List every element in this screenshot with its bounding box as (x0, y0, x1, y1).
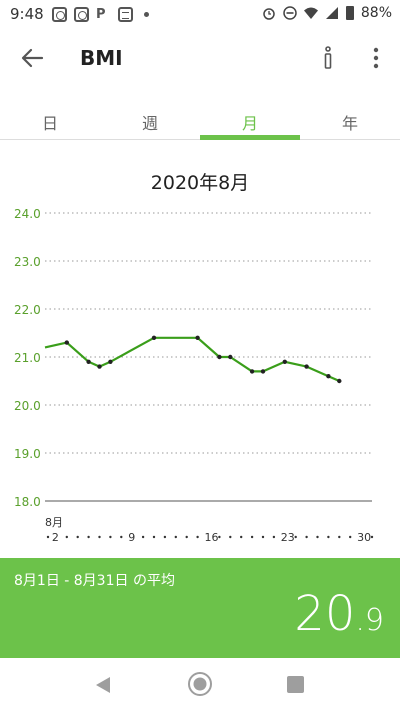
x-tick-dot-1 (46, 535, 50, 539)
x-month-label: 8月 (45, 516, 63, 529)
series-line-0 (44, 336, 340, 383)
x-tick-dot-17 (218, 535, 221, 539)
x-tick-label-23: 23 (281, 531, 295, 544)
x-tick-dot-25 (305, 535, 308, 539)
y-tick-label-6: 18.0 (14, 495, 41, 509)
more-vert-icon[interactable] (364, 44, 388, 72)
data-point-7 (217, 354, 222, 360)
average-range-label: 8月1日 - 8月31日 の平均 (14, 573, 175, 589)
wifi-icon (303, 7, 318, 19)
period-tabs: 日 週 月 年 (0, 100, 400, 140)
y-tick-label-5: 19.0 (14, 447, 41, 461)
dnd-icon (283, 6, 297, 20)
chart-title: 2020年8月 (150, 172, 250, 194)
image-notification-icon (118, 7, 133, 22)
x-tick-dot-10 (141, 535, 145, 539)
x-tick-dot-14 (185, 535, 188, 539)
battery-icon (345, 6, 354, 20)
battery-percent: 88% (360, 5, 392, 21)
x-tick-dot-13 (174, 535, 177, 539)
nav-recents-icon[interactable] (287, 676, 304, 693)
data-point-3 (97, 364, 102, 369)
status-time: 9:48 (10, 5, 44, 23)
nav-back-icon[interactable] (93, 675, 113, 695)
data-point-2 (86, 359, 91, 364)
data-point-14 (337, 378, 342, 384)
average-value-decimal: .9 (355, 603, 384, 638)
x-tick-dot-5 (87, 535, 90, 539)
x-tick-dot-12 (163, 535, 167, 539)
x-tick-dot-24 (294, 535, 297, 539)
system-nav-bar (0, 658, 400, 711)
tab-year[interactable]: 年 (341, 114, 358, 133)
data-point-10 (260, 369, 266, 374)
x-tick-dot-18 (229, 535, 232, 539)
data-point-11 (282, 359, 287, 364)
status-bar: 9:48 P 88% (0, 0, 400, 30)
back-arrow-icon[interactable] (18, 44, 46, 72)
signal-icon (325, 7, 338, 19)
tab-month[interactable]: 月 (200, 100, 300, 140)
status-notification-icons: P (52, 7, 149, 22)
x-tick-dot-15 (196, 535, 199, 539)
data-point-8 (228, 354, 233, 360)
y-tick-label-3: 21.0 (14, 351, 41, 365)
camera-notification-icon (52, 7, 67, 22)
nav-home-icon[interactable] (187, 671, 213, 697)
x-tick-dot-31 (370, 535, 374, 539)
x-tick-dot-6 (98, 535, 101, 539)
y-tick-label-0: 24.0 (14, 207, 41, 221)
tab-week[interactable]: 週 (141, 114, 158, 133)
x-tick-label-30: 30 (357, 531, 371, 544)
x-tick-dot-4 (76, 535, 79, 539)
x-tick-dot-28 (338, 535, 341, 539)
alarm-icon (263, 8, 275, 20)
x-tick-dot-26 (316, 535, 319, 539)
data-point-12 (304, 364, 309, 369)
p-notification-icon: P (96, 7, 106, 22)
average-summary: 8月1日 - 8月31日 の平均 20.9 (0, 558, 400, 658)
x-tick-dot-22 (272, 535, 276, 539)
status-system-icons: 88% (262, 5, 392, 21)
data-point-13 (326, 374, 331, 379)
data-point-9 (249, 369, 255, 374)
x-tick-label-16: 16 (205, 531, 219, 544)
more-notifications-dot-icon (144, 12, 149, 17)
data-point-5 (151, 335, 157, 340)
data-point-6 (195, 335, 200, 340)
data-point-4 (108, 359, 113, 364)
y-tick-label-4: 20.0 (14, 399, 41, 413)
average-value-int: 20 (294, 586, 356, 642)
data-point-1 (64, 340, 70, 345)
x-tick-label-2: 2 (52, 531, 59, 544)
x-tick-dot-19 (240, 535, 243, 539)
bmi-line-chart: 24.0 23.0 22.0 21.0 20.0 19.0 18.0 2 9 16 23 30 8月 (14, 207, 374, 544)
y-tick-label-1: 23.0 (14, 255, 41, 269)
x-tick-dot-27 (327, 535, 330, 539)
app-bar: BMI (0, 30, 400, 88)
x-tick-dot-29 (349, 535, 352, 539)
x-tick-dot-7 (109, 535, 112, 539)
x-tick-dot-21 (261, 535, 265, 539)
x-tick-dot-20 (250, 535, 254, 539)
page-title: BMI (80, 46, 123, 70)
y-tick-label-2: 22.0 (14, 303, 41, 317)
x-tick-dot-11 (152, 535, 156, 539)
info-icon[interactable] (316, 44, 340, 72)
x-tick-dot-8 (120, 535, 123, 539)
x-tick-dot-3 (65, 535, 69, 539)
tab-day[interactable]: 日 (41, 114, 58, 133)
camera-notification-icon-2 (74, 7, 89, 22)
x-tick-label-9: 9 (128, 531, 135, 544)
average-value: 20.9 (294, 586, 384, 642)
